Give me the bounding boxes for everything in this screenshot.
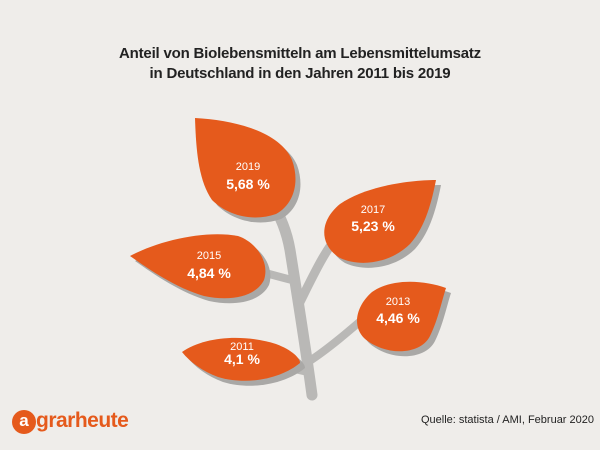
year-label: 2019 xyxy=(236,161,260,173)
logo-initial: a xyxy=(12,410,36,434)
year-label: 2015 xyxy=(197,250,221,262)
value-label: 4,84 % xyxy=(187,265,231,281)
year-label: 2017 xyxy=(361,204,385,216)
leaf-2013: 2013 4,46 % xyxy=(357,281,451,357)
agrarheute-logo: a grarheute xyxy=(12,408,129,434)
value-label: 4,1 % xyxy=(224,351,260,367)
year-label: 2011 xyxy=(230,341,254,353)
source-note: Quelle: statista / AMI, Februar 2020 xyxy=(420,414,594,426)
leaf-2019: 2019 5,68 % xyxy=(195,118,301,223)
value-label: 5,68 % xyxy=(226,176,270,192)
leaf-2017: 2017 5,23 % xyxy=(324,180,441,268)
leaf-2015: 2015 4,84 % xyxy=(130,234,271,304)
leaf-shape xyxy=(357,281,446,352)
logo-text: grarheute xyxy=(36,409,129,432)
value-label: 4,46 % xyxy=(376,310,420,326)
chart-title: Anteil von Biolebensmitteln am Lebensmit… xyxy=(0,44,600,84)
title-line-2: in Deutschland in den Jahren 2011 bis 20… xyxy=(149,65,451,82)
value-label: 5,23 % xyxy=(351,218,395,234)
leaf-shape xyxy=(195,118,296,218)
title-line-1: Anteil von Biolebensmitteln am Lebensmit… xyxy=(119,45,481,62)
leaf-shape xyxy=(324,180,436,263)
leaf-shape xyxy=(182,337,300,381)
year-label: 2013 xyxy=(386,296,410,308)
leaf-shape xyxy=(130,234,266,299)
